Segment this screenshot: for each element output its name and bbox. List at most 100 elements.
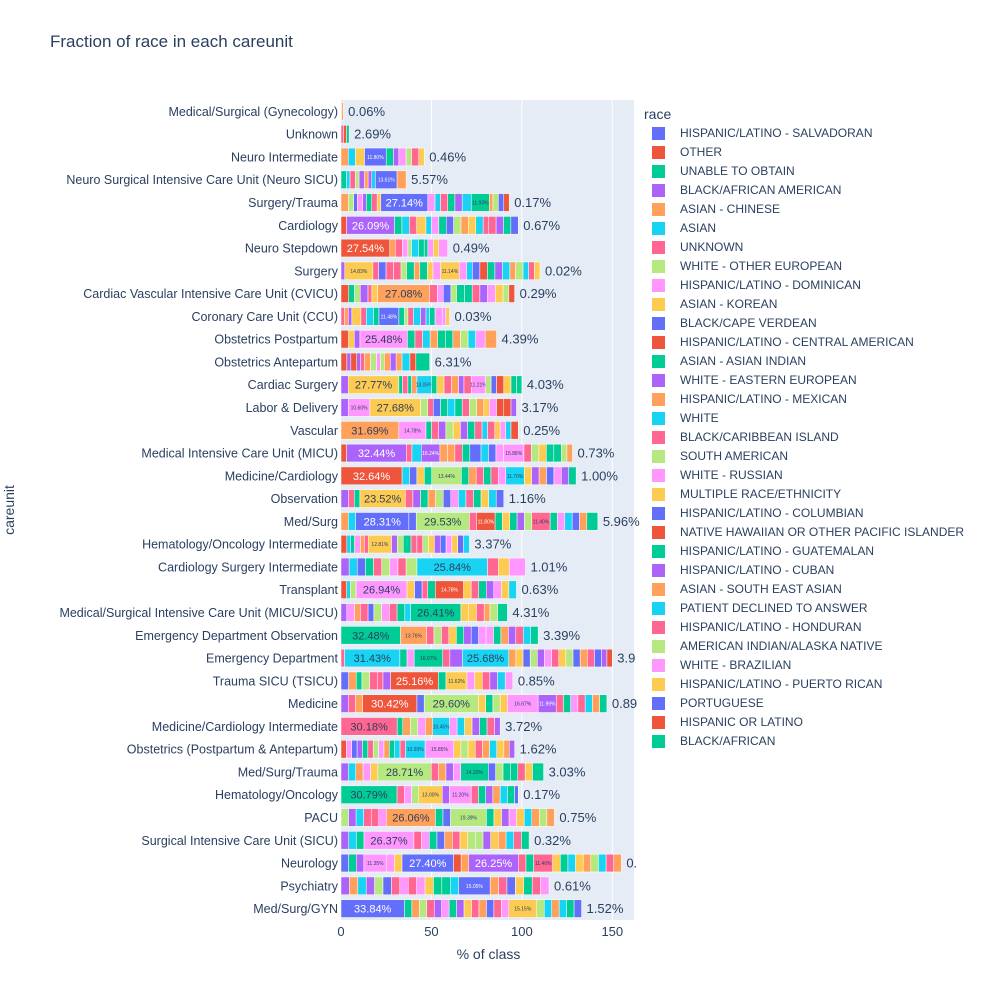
bar-end-label: 5.57%	[411, 172, 448, 187]
legend-item[interactable]: UNKNOWN	[644, 238, 1000, 257]
bar-segment	[347, 307, 353, 326]
bar-segment	[407, 238, 412, 258]
bar-segment	[362, 740, 369, 759]
legend-item[interactable]: HISPANIC/LATINO - PUERTO RICAN	[644, 675, 1000, 694]
bar-segment	[448, 899, 457, 918]
bar-segment	[398, 307, 405, 326]
legend-item[interactable]: NATIVE HAWAIIAN OR OTHER PACIFIC ISLANDE…	[644, 523, 1000, 542]
legend-label: WHITE - RUSSIAN	[680, 468, 783, 482]
legend-item[interactable]: HISPANIC OR LATINO	[644, 713, 1000, 732]
bar-segment	[530, 626, 539, 645]
legend-item[interactable]: OTHER	[644, 143, 1000, 162]
y-axis-label: careunit	[1, 485, 17, 535]
bar-segment	[428, 535, 435, 554]
legend-item[interactable]: WHITE - EASTERN EUROPEAN	[644, 371, 1000, 390]
legend-item[interactable]: WHITE	[644, 409, 1000, 428]
bar-segment	[425, 307, 430, 326]
bar-segment	[482, 831, 491, 850]
segment-value-label: 13.44%	[438, 474, 456, 480]
bar-segment	[350, 352, 358, 372]
bar-segment	[474, 740, 483, 759]
legend-item[interactable]: HISPANIC/LATINO - COLUMBIAN	[644, 504, 1000, 523]
bar-segment	[480, 443, 489, 463]
bar-segment	[373, 557, 382, 577]
legend-label: HISPANIC/LATINO - HONDURAN	[680, 620, 862, 634]
bar-segment	[401, 352, 411, 372]
bar-segment	[467, 421, 476, 440]
bar-segment	[488, 762, 496, 782]
legend-item[interactable]: ASIAN - CHINESE	[644, 200, 1000, 219]
bar-segment	[605, 853, 614, 873]
legend-item[interactable]: HISPANIC/LATINO - MEXICAN	[644, 390, 1000, 409]
bar-segment	[355, 808, 364, 827]
bar-segment	[502, 261, 511, 280]
bar-segment	[510, 762, 519, 782]
legend-item[interactable]: MULTIPLE RACE/ETHNICITY	[644, 485, 1000, 504]
bar-end-label: 2.69%	[354, 127, 391, 142]
bar-segment	[442, 808, 451, 827]
legend-item[interactable]: BLACK/CARIBBEAN ISLAND	[644, 428, 1000, 447]
bar-segment	[370, 352, 377, 372]
bar-segment	[460, 603, 469, 622]
legend-item[interactable]: WHITE - BRAZILIAN	[644, 656, 1000, 675]
bar-segment	[582, 853, 592, 873]
bar-segment	[340, 216, 347, 235]
legend-swatch	[652, 602, 665, 615]
bar-segment	[407, 330, 416, 349]
legend-item[interactable]: BLACK/AFRICAN AMERICAN	[644, 181, 1000, 200]
legend-item[interactable]: HISPANIC/LATINO - HONDURAN	[644, 618, 1000, 637]
legend-item[interactable]: ASIAN - SOUTH EAST ASIAN	[644, 580, 1000, 599]
bar-segment	[363, 808, 372, 827]
bar-segment	[351, 307, 362, 326]
bar-segment	[429, 284, 438, 303]
legend-item[interactable]: HISPANIC/LATINO - CENTRAL AMERICAN	[644, 333, 1000, 352]
legend-item[interactable]: WHITE - OTHER EUROPEAN	[644, 257, 1000, 276]
legend-label: PATIENT DECLINED TO ANSWER	[680, 601, 868, 615]
legend-item[interactable]: ASIAN	[644, 219, 1000, 238]
bar-segment	[348, 831, 357, 850]
bar-segment	[489, 603, 498, 622]
bar-segment	[443, 375, 452, 394]
bar-segment	[442, 307, 447, 326]
y-tick-label: Med/Surg/GYN	[253, 902, 338, 916]
legend-swatch	[652, 526, 665, 539]
legend-item[interactable]: HISPANIC/LATINO - CUBAN	[644, 561, 1000, 580]
legend-item[interactable]: PATIENT DECLINED TO ANSWER	[644, 599, 1000, 618]
bar-segment	[350, 535, 355, 554]
bar-segment	[561, 466, 569, 485]
legend-item[interactable]: ASIAN - KOREAN	[644, 295, 1000, 314]
segment-value-label: 12.81%	[371, 542, 389, 548]
bar-segment	[355, 762, 364, 782]
legend-item[interactable]: WHITE - RUSSIAN	[644, 466, 1000, 485]
legend-label: HISPANIC/LATINO - CUBAN	[680, 563, 835, 577]
bar-segment	[480, 489, 489, 508]
bar-segment	[349, 170, 356, 189]
bar-segment	[489, 671, 498, 690]
legend-item[interactable]: AMERICAN INDIAN/ALASKA NATIVE	[644, 637, 1000, 656]
bar-segment	[389, 557, 399, 577]
bar-segment	[485, 626, 494, 645]
bar-segment	[509, 261, 516, 280]
legend-item[interactable]: ASIAN - ASIAN INDIAN	[644, 352, 1000, 371]
bar-segment	[393, 261, 402, 280]
bar-segment	[505, 421, 512, 440]
legend-item[interactable]: SOUTH AMERICAN	[644, 447, 1000, 466]
bar-segment	[524, 466, 532, 485]
bar-segment	[564, 512, 573, 531]
bar-segment	[460, 330, 469, 349]
bar-segment	[396, 785, 405, 804]
legend-item[interactable]: HISPANIC/LATINO - DOMINICAN	[644, 276, 1000, 295]
legend-item[interactable]: UNABLE TO OBTAIN	[644, 162, 1000, 181]
bar-segment	[515, 626, 524, 645]
legend-item[interactable]: BLACK/AFRICAN	[644, 732, 1000, 751]
bar-segment	[463, 626, 472, 645]
legend-item[interactable]: BLACK/CAPE VERDEAN	[644, 314, 1000, 333]
legend-item[interactable]: PORTUGUESE	[644, 694, 1000, 713]
legend-item[interactable]: HISPANIC/LATINO - SALVADORAN	[644, 124, 1000, 143]
bar-segment	[349, 876, 359, 895]
legend-item[interactable]: HISPANIC/LATINO - GUATEMALAN	[644, 542, 1000, 561]
bar-end-label: 0.61%	[554, 878, 591, 893]
legend-swatch	[652, 165, 665, 178]
bar-segment	[358, 170, 365, 189]
bar-segment	[442, 785, 450, 804]
